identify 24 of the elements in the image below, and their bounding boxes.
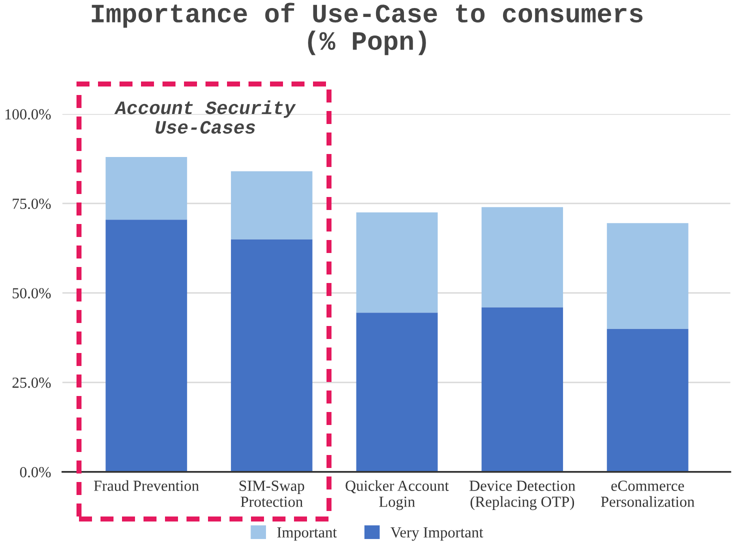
bar xyxy=(230,239,312,472)
legend-label: Very Important xyxy=(390,527,484,541)
x-tick-label: SIM-Swap Protection xyxy=(240,480,304,507)
bar xyxy=(106,156,188,220)
y-tick-label: 75.0% xyxy=(12,198,51,210)
chart-title: Importance of Use-Case to consumers (% Popn) xyxy=(92,2,642,56)
x-tick-label: Device Detection (Replacing OTP) xyxy=(470,480,576,510)
bar xyxy=(356,212,438,313)
x-tick-label: Quicker Account Login xyxy=(346,480,449,510)
x-tick-label: eCommerce Personalization xyxy=(600,480,694,507)
y-tick-label: 100.0% xyxy=(6,109,51,120)
x-tick-label: Fraud Prevention xyxy=(94,480,199,491)
bar xyxy=(106,220,188,472)
legend-label: Important xyxy=(277,527,337,541)
annotation: Account Security Use-Cases xyxy=(114,100,296,134)
y-tick-label: 0.0% xyxy=(20,467,51,478)
y-tick-label: 50.0% xyxy=(12,288,51,298)
bar xyxy=(482,207,564,308)
bar xyxy=(482,307,564,472)
bar xyxy=(606,328,688,472)
bar xyxy=(606,223,688,329)
y-tick-label: 25.0% xyxy=(12,378,51,388)
bar xyxy=(230,171,312,240)
bar xyxy=(356,312,438,472)
